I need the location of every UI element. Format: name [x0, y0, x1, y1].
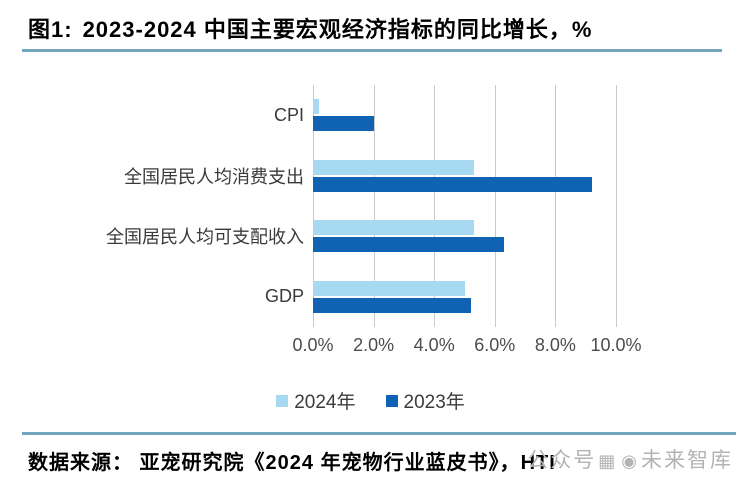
bar-2023年 — [313, 116, 374, 132]
x-tick-label: 6.0% — [474, 335, 516, 355]
gridline — [494, 85, 496, 327]
legend-label: 2023年 — [403, 392, 465, 413]
bar-group — [313, 159, 616, 192]
gridline — [616, 85, 617, 327]
watermark-prefix: 公众号 — [527, 449, 597, 472]
bar-2023年 — [313, 176, 592, 192]
category-label: 全国居民人均消费支出 — [124, 166, 304, 187]
source-text: 数据来源： 亚宠研究院《2024 年宠物行业蓝皮书》，HTI — [28, 452, 556, 474]
chart-row: CPI — [28, 85, 616, 146]
chart-legend: 2024年 2023年 — [0, 387, 741, 414]
gridline — [434, 85, 436, 327]
plot-area: CPI 全国居民人均消费支出全国居民人均可支配收入 GDP — [28, 85, 617, 327]
bar-2024年 — [313, 220, 474, 236]
figure-title-text: 2023-2024 中国主要宏观经济指标的同比增长，% — [82, 17, 593, 42]
category-label: 全国居民人均可支配收入 — [106, 227, 304, 248]
legend-label: 2024年 — [294, 392, 356, 413]
legend-swatch-icon — [276, 394, 289, 407]
legend-item-2024年: 2024年 — [276, 387, 356, 414]
legend-item-2023年: 2023年 — [385, 387, 465, 414]
category-label: GDP — [264, 286, 304, 307]
figure-number: 图1: — [28, 17, 73, 42]
x-tick-label: 10.0% — [590, 335, 642, 355]
gridlines — [313, 85, 617, 327]
legend-swatch-icon — [385, 394, 398, 407]
watermark-name: 未来智库 — [641, 449, 733, 472]
figure-title: 图1: 2023-2024 中国主要宏观经济指标的同比增长，% — [28, 12, 592, 44]
chart-row: GDP — [28, 267, 616, 328]
x-tick-label: 4.0% — [413, 335, 455, 355]
gridline — [313, 85, 314, 327]
watermark: 公众号 ▦ ◉未来智库 — [527, 444, 733, 474]
footer-divider — [22, 432, 736, 435]
bar-2023年 — [313, 297, 471, 313]
category-label: CPI — [273, 104, 304, 125]
gridline — [373, 85, 375, 327]
x-tick-label: 0.0% — [292, 335, 334, 355]
bar-2024年 — [313, 159, 474, 175]
bar-group — [313, 280, 616, 313]
title-divider — [22, 49, 722, 52]
at-logo-icon: ◉ — [621, 451, 639, 471]
x-axis: 0.0% 2.0% 4.0% 6.0% 8.0% 10.0% — [292, 335, 641, 357]
chart-row: 全国居民人均消费支出 — [28, 146, 616, 207]
x-tick-label: 2.0% — [353, 335, 395, 355]
bar-group — [313, 220, 616, 253]
bar-group — [313, 99, 616, 132]
chart-row: 全国居民人均可支配收入 — [28, 206, 616, 267]
gridline — [555, 85, 557, 327]
qr-code-icon: ▦ — [598, 451, 618, 471]
x-tick-label: 8.0% — [534, 335, 576, 355]
bar-2024年 — [313, 280, 465, 296]
bar-chart: CPI 全国居民人均消费支出全国居民人均可支配收入 GDP — [28, 85, 618, 327]
bar-2023年 — [313, 237, 504, 253]
bar-2024年 — [313, 99, 320, 115]
chart-rows: CPI 全国居民人均消费支出全国居民人均可支配收入 GDP — [28, 85, 616, 327]
